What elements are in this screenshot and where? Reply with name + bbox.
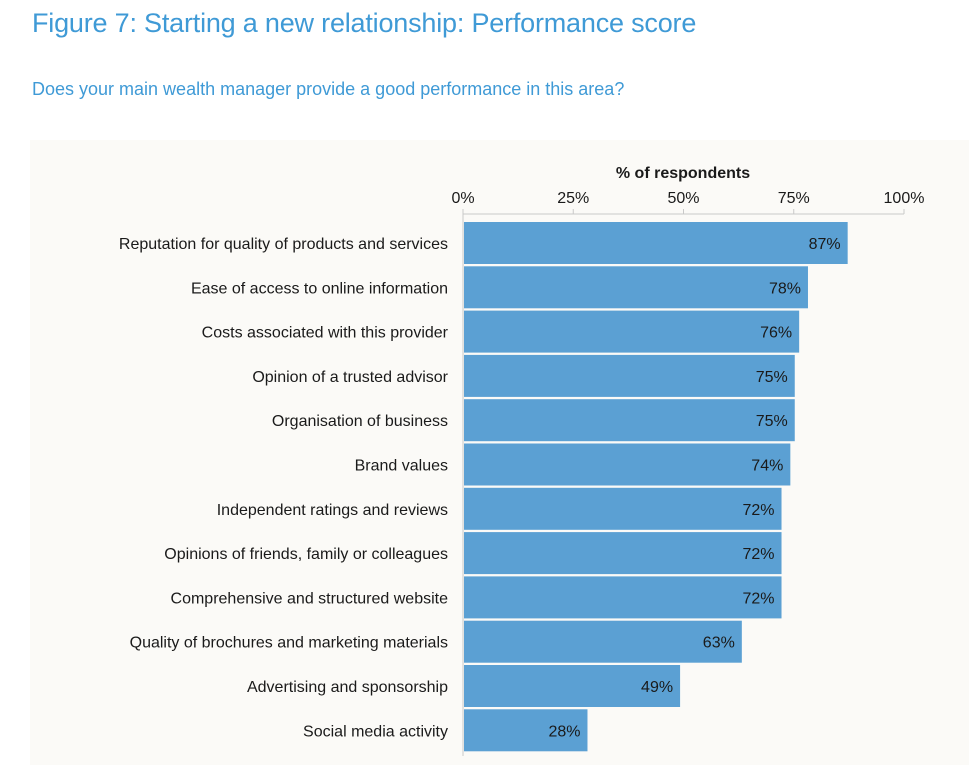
bar: [464, 665, 681, 707]
category-label: Ease of access to online information: [191, 280, 448, 297]
figure-subtitle: Does your main wealth manager provide a …: [32, 79, 625, 99]
bar: [464, 399, 795, 442]
category-label: Social media activity: [303, 723, 448, 740]
bar-value-label: 72%: [742, 502, 774, 519]
bars: 87% 78% 76% 75% 75% 74% 72% 72% 72% 63% 49% 28%: [464, 222, 848, 752]
category-label: Independent ratings and reviews: [217, 502, 448, 519]
bar: [464, 532, 782, 575]
bar: [464, 576, 782, 619]
bar: [464, 222, 848, 264]
x-tick-label: 100%: [884, 190, 925, 207]
bar-value-label: 87%: [809, 236, 841, 253]
category-label: Comprehensive and structured website: [171, 590, 449, 607]
bar-value-label: 28%: [548, 723, 580, 740]
bar-value-label: 76%: [760, 325, 792, 342]
bar-value-label: 72%: [742, 590, 774, 607]
bar-value-label: 75%: [756, 369, 788, 386]
bar: [464, 443, 791, 486]
category-labels: Reputation for quality of products and s…: [119, 236, 449, 740]
category-label: Quality of brochures and marketing mater…: [130, 635, 448, 652]
category-label: Advertising and sponsorship: [247, 679, 448, 696]
category-label: Opinion of a trusted advisor: [252, 369, 448, 386]
x-axis-title: % of respondents: [616, 165, 750, 182]
bar-value-label: 63%: [703, 635, 735, 652]
x-axis-ticks: 0% 25% 50% 75% 100%: [451, 190, 924, 214]
category-label: Opinions of friends, family or colleague…: [164, 546, 448, 563]
bar: [464, 620, 742, 663]
bar-value-label: 78%: [769, 280, 801, 297]
x-tick-label: 50%: [667, 190, 699, 207]
bar-value-label: 75%: [756, 413, 788, 430]
category-label: Reputation for quality of products and s…: [119, 236, 448, 253]
category-label: Brand values: [355, 458, 448, 475]
bar: [464, 266, 808, 309]
x-tick-label: 25%: [557, 190, 589, 207]
bar: [464, 709, 588, 752]
x-tick-label: 0%: [451, 190, 474, 207]
bar: [464, 310, 800, 353]
x-tick-label: 75%: [778, 190, 810, 207]
category-label: Costs associated with this provider: [202, 325, 449, 342]
bar: [464, 487, 782, 530]
bar-value-label: 74%: [751, 458, 783, 475]
category-label: Organisation of business: [272, 413, 448, 430]
figure-title: Figure 7: Starting a new relationship: P…: [32, 8, 697, 38]
bar-value-label: 49%: [641, 679, 673, 696]
bar: [464, 354, 795, 397]
bar-value-label: 72%: [742, 546, 774, 563]
